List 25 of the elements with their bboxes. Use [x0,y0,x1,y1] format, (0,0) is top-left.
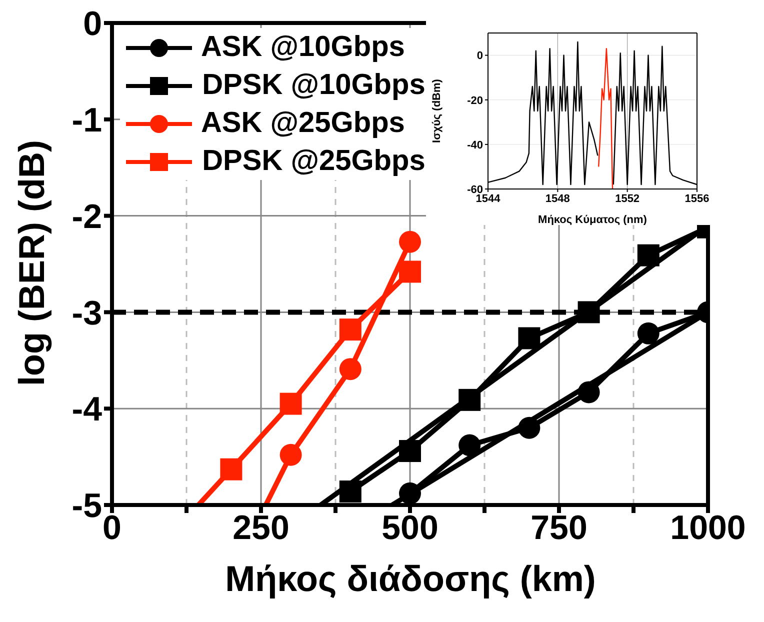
legend-label: ASK @25Gbps [200,107,405,139]
y-tick-label: 0 [476,50,483,62]
x-tick-label: 250 [232,509,290,548]
x-axis-title: Μήκος διάδοσης (km) [224,558,597,600]
x-tick-label: 500 [382,509,438,548]
x-tick-label: 1548 [545,192,570,205]
y-tick-label: -1 [72,101,102,140]
y-axis-title: Ισχύς (dBm) [430,78,443,143]
y-tick-label: -4 [72,390,102,429]
legend-label: DPSK @25Gbps [202,145,426,177]
x-axis-title: Μήκος Κύματος (nm) [538,214,648,226]
x-tick-label: 1000 [670,509,746,548]
legend-label: ASK @10Gbps [200,31,405,63]
y-tick-label: -5 [72,487,102,526]
legend-label: DPSK @10Gbps [202,69,426,101]
y-tick-label: -3 [72,294,102,332]
y-axis-title: log (BER) (dB) [11,140,53,386]
y-tick-label: -40 [467,139,483,152]
x-tick-label: 1556 [684,192,710,205]
x-tick-label: 1552 [615,192,640,205]
y-tick-label: -2 [72,198,102,236]
x-tick-label: 1544 [476,192,502,205]
x-tick-label: 750 [530,509,588,548]
y-tick-label: -20 [467,94,483,107]
y-tick-label: 0 [83,5,102,44]
